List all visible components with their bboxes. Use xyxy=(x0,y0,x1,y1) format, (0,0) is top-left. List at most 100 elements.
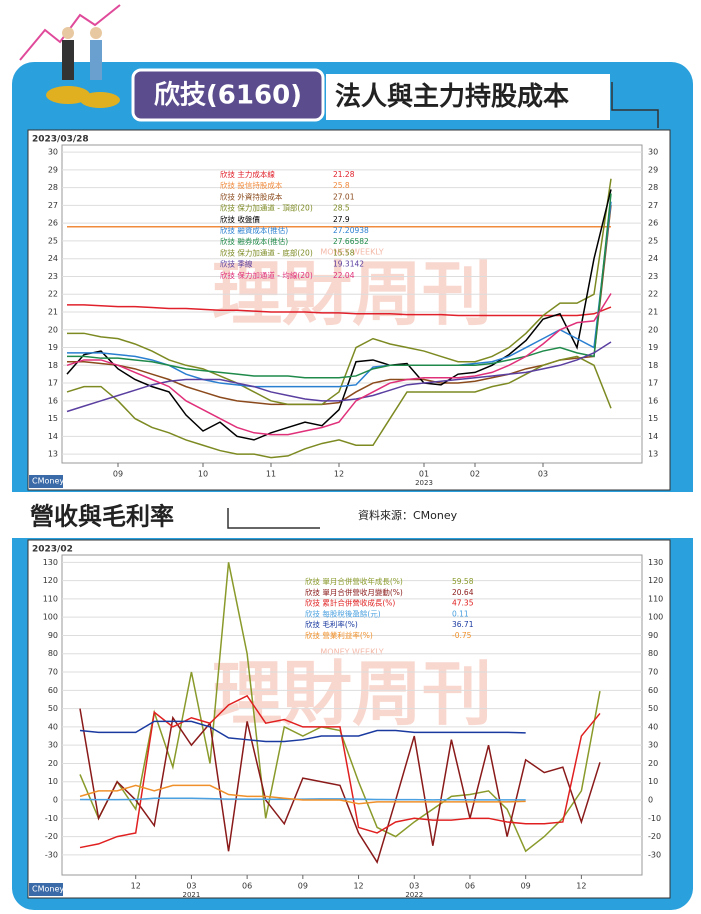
date-label: 2023/02 xyxy=(32,545,73,555)
title-box xyxy=(326,74,610,120)
y-tick-label: 22 xyxy=(48,290,58,299)
source-badge xyxy=(29,475,63,488)
x-tick-label: 12 xyxy=(576,882,586,891)
y-tick-label: 24 xyxy=(48,254,58,263)
y2-tick-label: 28 xyxy=(648,183,658,192)
y2-tick-label: 80 xyxy=(648,649,658,658)
series-line xyxy=(67,178,612,406)
y-tick-label: 40 xyxy=(48,722,58,731)
watermark-sub: MONEY WEEKLY xyxy=(320,248,383,257)
y-tick-label: 17 xyxy=(48,379,58,388)
y-tick-label: 0 xyxy=(53,796,58,805)
series-line xyxy=(79,784,526,805)
y2-tick-label: 22 xyxy=(648,290,658,299)
y-tick-label: 21 xyxy=(48,307,58,316)
y2-tick-label: 120 xyxy=(648,576,663,585)
y2-tick-label: 14 xyxy=(648,432,658,441)
section-title: 營收與毛利率 xyxy=(30,502,174,531)
y-tick-label: -30 xyxy=(45,850,58,859)
legend-value: -0.75 xyxy=(452,631,472,640)
watermark-sub: MONEY WEEKLY xyxy=(320,648,383,657)
stock-badge xyxy=(131,68,325,122)
y2-tick-label: 15 xyxy=(648,414,658,423)
series-line xyxy=(79,708,601,864)
legend-value: 47.35 xyxy=(452,599,474,608)
y-tick-label: 70 xyxy=(48,668,58,677)
y-tick-label: 13 xyxy=(48,450,58,459)
x-tick-label: 09 xyxy=(298,882,308,891)
y2-tick-label: 20 xyxy=(648,759,658,768)
y-tick-label: 23 xyxy=(48,272,58,281)
y2-tick-label: 29 xyxy=(648,165,658,174)
x-tick-label: 09 xyxy=(521,882,531,891)
y2-tick-label: 130 xyxy=(648,558,663,567)
legend-value: 25.8 xyxy=(333,181,350,190)
legend-label: 欣技 保力加通道 - 底部(20) xyxy=(220,247,313,257)
legend-label: 欣技 融資成本(推估) xyxy=(220,225,288,235)
y-tick-label: 15 xyxy=(48,414,58,423)
y2-tick-label: 23 xyxy=(648,272,658,281)
y2-tick-label: 16 xyxy=(648,396,658,405)
section-band xyxy=(12,492,693,538)
legend-label: 欣技 毛利率(%) xyxy=(305,619,358,629)
legend-value: 27.66582 xyxy=(333,237,369,246)
chart2-panel xyxy=(27,539,671,899)
legend-label: 欣技 保力加通道 - 均線(20) xyxy=(220,270,313,280)
x-tick-label: 03 xyxy=(409,882,419,891)
title-decoration xyxy=(611,82,659,128)
chart1-panel xyxy=(27,129,671,491)
legend-value: 22.04 xyxy=(333,271,355,280)
y-tick-label: 19 xyxy=(48,343,58,352)
series-line xyxy=(66,293,612,436)
y-tick-label: 25 xyxy=(48,236,58,245)
plot-area xyxy=(61,554,643,876)
legend-value: 28.5 xyxy=(333,204,350,213)
y2-tick-label: 27 xyxy=(648,201,658,210)
legend-label: 欣技 每股稅後盈餘(元) xyxy=(305,608,381,618)
page-title: 法人與主力持股成本 xyxy=(335,82,569,112)
y2-tick-label: 17 xyxy=(648,379,658,388)
source-label: CMoney xyxy=(32,477,64,486)
x-tick-label: 06 xyxy=(465,882,475,891)
series-line xyxy=(67,304,612,317)
legend-label: 欣技 投信持股成本 xyxy=(220,180,283,190)
y-tick-label: 130 xyxy=(43,558,58,567)
y-tick-label: 100 xyxy=(43,613,58,622)
y2-tick-label: -10 xyxy=(648,814,661,823)
legend-value: 20.64 xyxy=(452,588,474,597)
x-tick-label: 09 xyxy=(113,470,123,479)
y2-tick-label: 24 xyxy=(648,254,658,263)
legend-label: 欣技 季線 xyxy=(220,259,253,269)
y-tick-label: 120 xyxy=(43,576,58,585)
y2-tick-label: 50 xyxy=(648,704,658,713)
y-tick-label: 18 xyxy=(48,361,58,370)
x-tick-label: 02 xyxy=(470,470,480,479)
x-tick-label: 01 xyxy=(419,470,429,479)
y2-tick-label: 26 xyxy=(648,219,658,228)
y2-tick-label: 70 xyxy=(648,668,658,677)
legend-value: 19.3142 xyxy=(333,260,364,269)
legend-value: 27.01 xyxy=(333,192,355,201)
legend-label: 欣技 營業利益率(%) xyxy=(305,630,373,640)
legend-value: 36.71 xyxy=(452,620,474,629)
legend-value: 21.28 xyxy=(333,170,355,179)
section-decoration xyxy=(227,508,320,529)
legend-label: 欣技 保力加通道 - 頂部(20) xyxy=(220,203,313,213)
y2-tick-label: 110 xyxy=(648,594,663,603)
y-tick-label: 90 xyxy=(48,631,58,640)
series-line xyxy=(67,201,612,388)
x-tick-label: 12 xyxy=(353,882,363,891)
y2-tick-label: 25 xyxy=(648,236,658,245)
y-tick-label: -20 xyxy=(45,832,58,841)
series-line xyxy=(66,355,612,459)
y2-tick-label: 30 xyxy=(648,741,658,750)
y-tick-label: 20 xyxy=(48,325,58,334)
x-tick-label: 12 xyxy=(334,470,344,479)
y2-tick-label: 30 xyxy=(648,148,658,157)
legend-label: 欣技 收盤價 xyxy=(220,214,260,224)
y2-tick-label: 13 xyxy=(648,450,658,459)
legend-label: 欣技 主力成本線 xyxy=(220,169,275,179)
y2-tick-label: 18 xyxy=(648,361,658,370)
y-tick-label: 30 xyxy=(48,741,58,750)
